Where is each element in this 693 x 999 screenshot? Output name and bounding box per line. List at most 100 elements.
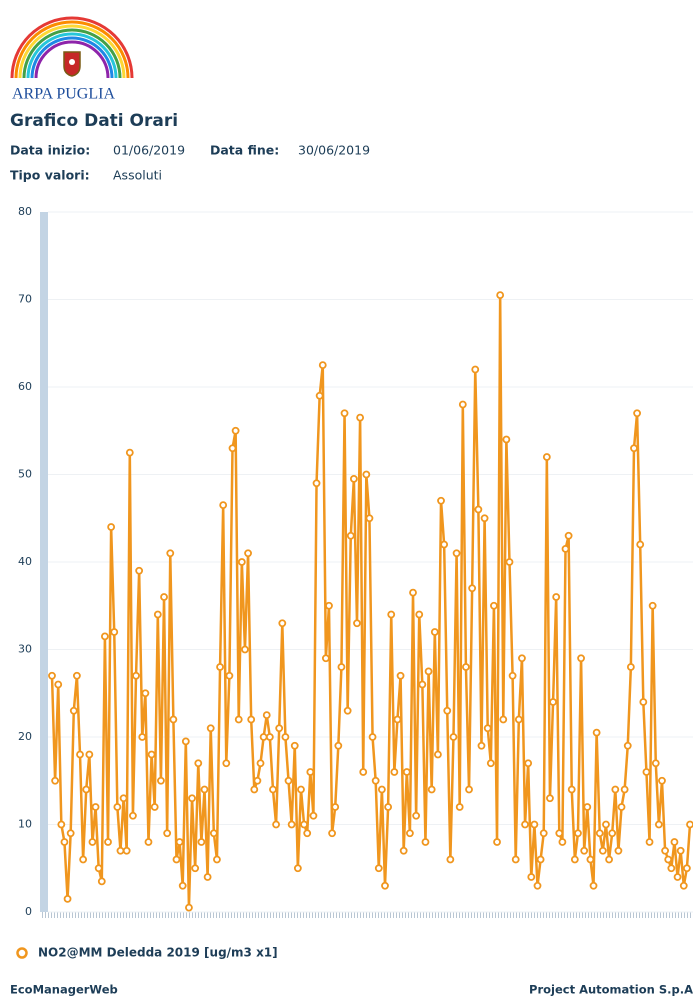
point-marker <box>194 759 203 768</box>
point-marker <box>387 610 396 619</box>
point-marker <box>116 846 125 855</box>
y-tick-label: 60 <box>18 380 32 393</box>
point-marker <box>586 855 595 864</box>
point-marker <box>536 855 545 864</box>
point-marker <box>368 733 377 741</box>
point-marker <box>539 829 548 838</box>
point-marker <box>580 846 589 855</box>
point-marker <box>163 829 172 838</box>
point-marker <box>440 540 449 549</box>
point-marker <box>253 776 262 785</box>
point-marker <box>558 838 567 846</box>
point-marker <box>278 619 287 628</box>
point-marker <box>122 846 131 855</box>
point-marker <box>54 680 63 689</box>
y-tick-label: 50 <box>18 468 32 481</box>
point-marker <box>104 838 112 846</box>
point-marker <box>483 724 492 733</box>
point-marker <box>185 903 193 912</box>
point-marker <box>614 846 623 855</box>
point-marker <box>418 680 427 689</box>
point-marker <box>315 391 324 400</box>
point-marker <box>269 785 277 794</box>
point-marker <box>125 448 134 457</box>
y-tick-label: 30 <box>18 643 32 656</box>
point-marker <box>620 785 629 794</box>
point-marker <box>630 444 638 453</box>
point-marker <box>443 706 452 715</box>
point-marker <box>337 663 346 671</box>
point-marker <box>499 715 508 724</box>
axis-band <box>40 212 48 912</box>
point-marker <box>144 838 153 846</box>
point-marker <box>328 829 336 838</box>
point-marker <box>518 654 526 663</box>
point-marker <box>564 531 573 540</box>
point-marker <box>427 785 436 794</box>
point-marker <box>318 361 327 370</box>
point-marker <box>421 838 430 846</box>
point-marker <box>57 820 66 829</box>
point-marker <box>197 838 206 846</box>
point-marker <box>259 733 268 741</box>
point-marker <box>228 444 237 453</box>
point-marker <box>496 291 505 300</box>
point-marker <box>247 715 256 724</box>
point-marker <box>667 864 676 873</box>
point-marker <box>94 864 103 873</box>
point-marker <box>570 855 579 864</box>
point-marker <box>113 803 122 811</box>
point-marker <box>241 645 249 654</box>
point-marker <box>203 873 212 881</box>
point-marker <box>297 785 305 794</box>
point-marker <box>608 829 617 838</box>
point-marker <box>346 531 355 540</box>
point-marker <box>166 549 175 558</box>
point-marker <box>181 737 190 746</box>
point-marker <box>505 558 514 566</box>
point-marker <box>157 776 165 785</box>
point-marker <box>172 855 181 864</box>
footer-right: Project Automation S.p.A <box>529 983 693 997</box>
point-marker <box>465 785 473 794</box>
point-marker <box>406 829 414 838</box>
footer-left: EcoManagerWeb <box>10 983 118 997</box>
point-marker <box>48 671 56 680</box>
point-marker <box>424 667 433 676</box>
point-marker <box>76 750 84 759</box>
point-marker <box>583 803 592 811</box>
point-marker <box>402 768 411 776</box>
y-tick-label: 10 <box>18 818 32 831</box>
point-marker <box>284 776 293 785</box>
point-marker <box>191 864 200 873</box>
point-marker <box>648 601 657 610</box>
point-marker <box>676 846 685 855</box>
logo <box>10 16 134 79</box>
point-marker <box>486 759 495 768</box>
point-marker <box>290 741 299 750</box>
point-marker <box>275 724 284 733</box>
series-line <box>50 293 692 909</box>
point-marker <box>250 785 259 794</box>
point-marker <box>502 435 511 444</box>
y-tick-label: 40 <box>18 555 32 568</box>
point-marker <box>312 479 321 488</box>
point-marker <box>533 881 542 890</box>
point-marker <box>452 549 461 558</box>
point-marker <box>138 733 147 741</box>
point-marker <box>219 501 228 510</box>
point-marker <box>455 803 464 811</box>
point-marker <box>79 855 88 864</box>
point-marker <box>477 741 486 750</box>
point-marker <box>617 803 626 811</box>
point-marker <box>147 750 156 759</box>
point-marker <box>626 663 635 671</box>
point-marker <box>412 811 421 820</box>
point-marker <box>129 811 137 820</box>
point-marker <box>169 715 178 724</box>
legend-label: NO2@MM Deledda 2019 [ug/m3 x1] <box>38 946 278 960</box>
y-tick-label: 80 <box>18 205 32 218</box>
point-marker <box>331 803 340 811</box>
point-marker <box>213 855 221 864</box>
